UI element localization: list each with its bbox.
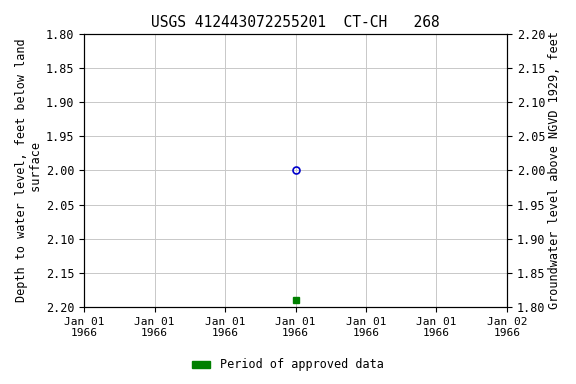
- Title: USGS 412443072255201  CT-CH   268: USGS 412443072255201 CT-CH 268: [151, 15, 440, 30]
- Y-axis label: Groundwater level above NGVD 1929, feet: Groundwater level above NGVD 1929, feet: [548, 31, 561, 310]
- Y-axis label: Depth to water level, feet below land
 surface: Depth to water level, feet below land su…: [15, 39, 43, 302]
- Legend: Period of approved data: Period of approved data: [188, 354, 388, 376]
